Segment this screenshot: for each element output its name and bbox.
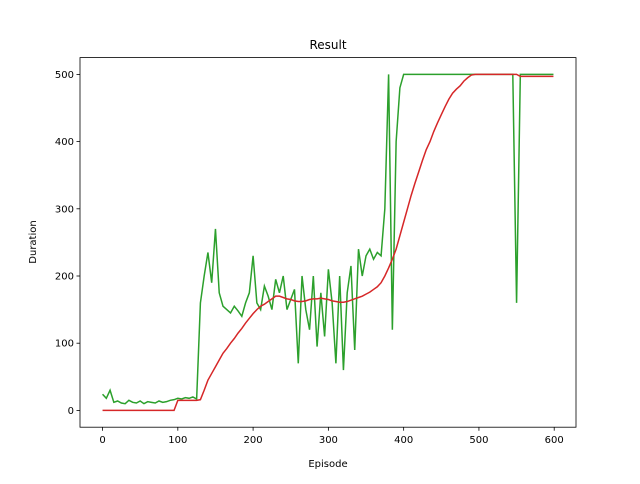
x-tick-label: 0	[99, 435, 105, 446]
y-tick-label: 400	[55, 137, 74, 148]
x-tick-label: 600	[545, 435, 564, 446]
chart-title: Result	[309, 38, 346, 52]
y-axis-label: Duration	[28, 220, 39, 263]
x-tick-label: 200	[244, 435, 263, 446]
x-axis-label: Episode	[308, 459, 347, 470]
y-tick-label: 0	[68, 406, 74, 417]
x-tick-label: 100	[168, 435, 187, 446]
y-tick-label: 500	[55, 70, 74, 81]
plot-frame	[79, 57, 577, 428]
y-tick-label: 200	[55, 272, 74, 283]
data-line	[102, 73, 554, 405]
x-tick-label: 400	[394, 435, 413, 446]
y-tick-label: 100	[55, 339, 74, 350]
x-tick-label: 500	[469, 435, 488, 446]
x-tick-label: 300	[319, 435, 338, 446]
y-tick-label: 300	[55, 204, 74, 215]
data-line	[102, 73, 554, 412]
